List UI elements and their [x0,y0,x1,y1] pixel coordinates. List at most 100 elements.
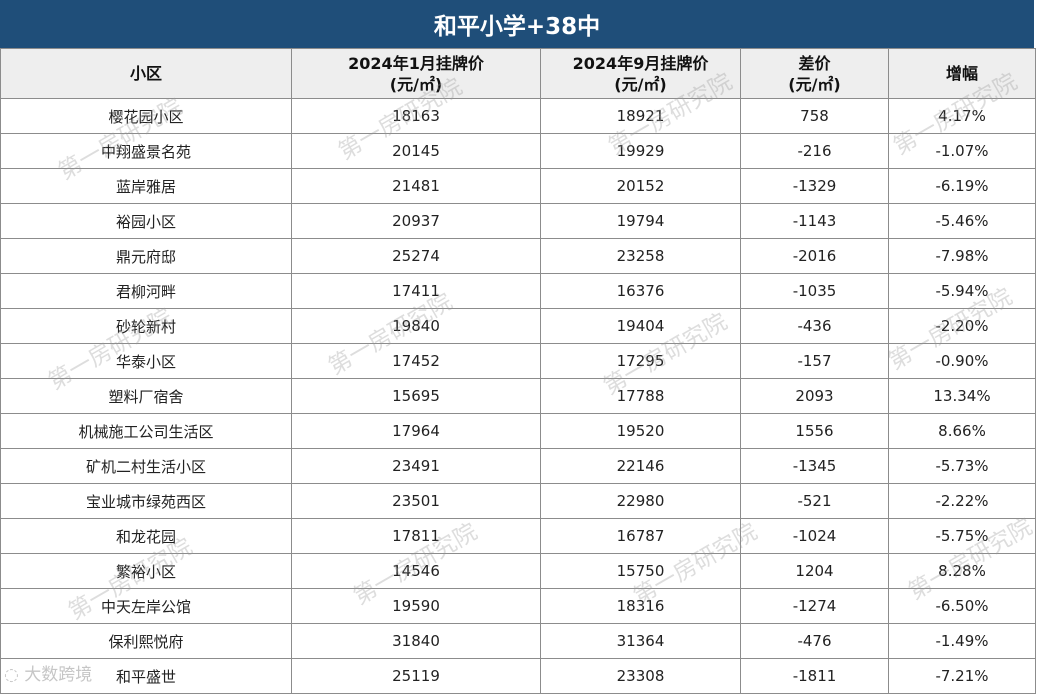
table-row: 鼎元府邸 25274 23258 -2016 -7.98% [0,238,1036,274]
table-row: 中天左岸公馆 19590 18316 -1274 -6.50% [0,588,1036,624]
cell-change-rate: 13.34% [888,378,1036,414]
cell-difference: -476 [740,623,889,659]
cell-jan-price: 20937 [291,203,541,239]
cell-difference: 1556 [740,413,889,449]
cell-sep-price: 22146 [540,448,741,484]
cell-community: 樱花园小区 [0,98,292,134]
table-row: 和龙花园 17811 16787 -1024 -5.75% [0,518,1036,554]
cell-sep-price: 23258 [540,238,741,274]
cell-change-rate: -2.20% [888,308,1036,344]
header-row: 小区 2024年1月挂牌价 (元/㎡) 2024年9月挂牌价 (元/㎡) 差价 … [0,48,1036,99]
cell-jan-price: 20145 [291,133,541,169]
cell-sep-price: 15750 [540,553,741,589]
cell-difference: -1024 [740,518,889,554]
cell-difference: -1143 [740,203,889,239]
cell-change-rate: 4.17% [888,98,1036,134]
cell-community: 君柳河畔 [0,273,292,309]
cell-change-rate: -2.22% [888,483,1036,519]
cell-jan-price: 14546 [291,553,541,589]
cell-sep-price: 16787 [540,518,741,554]
cell-jan-price: 23491 [291,448,541,484]
cell-jan-price: 25119 [291,658,541,694]
table-row: 裕园小区 20937 19794 -1143 -5.46% [0,203,1036,239]
brand-logo: ◌ 大数跨境 [4,660,92,685]
cell-jan-price: 15695 [291,378,541,414]
cell-jan-price: 25274 [291,238,541,274]
cell-jan-price: 21481 [291,168,541,204]
cell-community: 机械施工公司生活区 [0,413,292,449]
cell-community: 鼎元府邸 [0,238,292,274]
table-row: 繁裕小区 14546 15750 1204 8.28% [0,553,1036,589]
cell-change-rate: 8.28% [888,553,1036,589]
table-row: 保利熙悦府 31840 31364 -476 -1.49% [0,623,1036,659]
cell-sep-price: 19520 [540,413,741,449]
cell-difference: -157 [740,343,889,379]
cell-change-rate: -0.90% [888,343,1036,379]
cell-community: 塑料厂宿舍 [0,378,292,414]
cell-jan-price: 19590 [291,588,541,624]
table-row: 君柳河畔 17411 16376 -1035 -5.94% [0,273,1036,309]
table-title: 和平小学+38中 [0,0,1034,48]
cell-difference: -1035 [740,273,889,309]
cell-difference: -436 [740,308,889,344]
cell-difference: -2016 [740,238,889,274]
cell-community: 蓝岸雅居 [0,168,292,204]
table-row: 和平盛世 25119 23308 -1811 -7.21% [0,658,1036,694]
header-difference: 差价 (元/㎡) [740,48,889,99]
brand-icon: ◌ [4,665,19,685]
cell-jan-price: 17811 [291,518,541,554]
table-row: 樱花园小区 18163 18921 758 4.17% [0,98,1036,134]
cell-difference: -1329 [740,168,889,204]
cell-community: 砂轮新村 [0,308,292,344]
cell-difference: -1345 [740,448,889,484]
table-row: 塑料厂宿舍 15695 17788 2093 13.34% [0,378,1036,414]
cell-change-rate: 8.66% [888,413,1036,449]
brand-name: 大数跨境 [24,665,93,685]
table-row: 机械施工公司生活区 17964 19520 1556 8.66% [0,413,1036,449]
cell-community: 和平盛世 [0,658,292,694]
cell-difference: 2093 [740,378,889,414]
cell-change-rate: -1.07% [888,133,1036,169]
cell-change-rate: -5.75% [888,518,1036,554]
table-row: 华泰小区 17452 17295 -157 -0.90% [0,343,1036,379]
cell-difference: -1274 [740,588,889,624]
cell-jan-price: 19840 [291,308,541,344]
cell-jan-price: 17452 [291,343,541,379]
cell-difference: 1204 [740,553,889,589]
cell-community: 保利熙悦府 [0,623,292,659]
header-jan-price: 2024年1月挂牌价 (元/㎡) [291,48,541,99]
cell-community: 矿机二村生活小区 [0,448,292,484]
cell-sep-price: 22980 [540,483,741,519]
cell-change-rate: -7.21% [888,658,1036,694]
table-row: 矿机二村生活小区 23491 22146 -1345 -5.73% [0,448,1036,484]
cell-sep-price: 19794 [540,203,741,239]
cell-sep-price: 31364 [540,623,741,659]
cell-change-rate: -6.19% [888,168,1036,204]
table-row: 蓝岸雅居 21481 20152 -1329 -6.19% [0,168,1036,204]
cell-change-rate: -1.49% [888,623,1036,659]
cell-jan-price: 17411 [291,273,541,309]
cell-change-rate: -6.50% [888,588,1036,624]
cell-sep-price: 17295 [540,343,741,379]
cell-difference: -216 [740,133,889,169]
cell-sep-price: 18921 [540,98,741,134]
cell-difference: -1811 [740,658,889,694]
price-table: 小区 2024年1月挂牌价 (元/㎡) 2024年9月挂牌价 (元/㎡) 差价 … [0,48,1036,694]
cell-sep-price: 19929 [540,133,741,169]
cell-difference: 758 [740,98,889,134]
cell-sep-price: 19404 [540,308,741,344]
cell-change-rate: -7.98% [888,238,1036,274]
cell-community: 中天左岸公馆 [0,588,292,624]
cell-community: 宝业城市绿苑西区 [0,483,292,519]
cell-community: 中翔盛景名苑 [0,133,292,169]
header-community: 小区 [0,48,292,99]
cell-sep-price: 20152 [540,168,741,204]
table-row: 宝业城市绿苑西区 23501 22980 -521 -2.22% [0,483,1036,519]
cell-jan-price: 18163 [291,98,541,134]
cell-community: 裕园小区 [0,203,292,239]
header-sep-price: 2024年9月挂牌价 (元/㎡) [540,48,741,99]
cell-jan-price: 17964 [291,413,541,449]
cell-sep-price: 18316 [540,588,741,624]
cell-sep-price: 23308 [540,658,741,694]
cell-change-rate: -5.46% [888,203,1036,239]
